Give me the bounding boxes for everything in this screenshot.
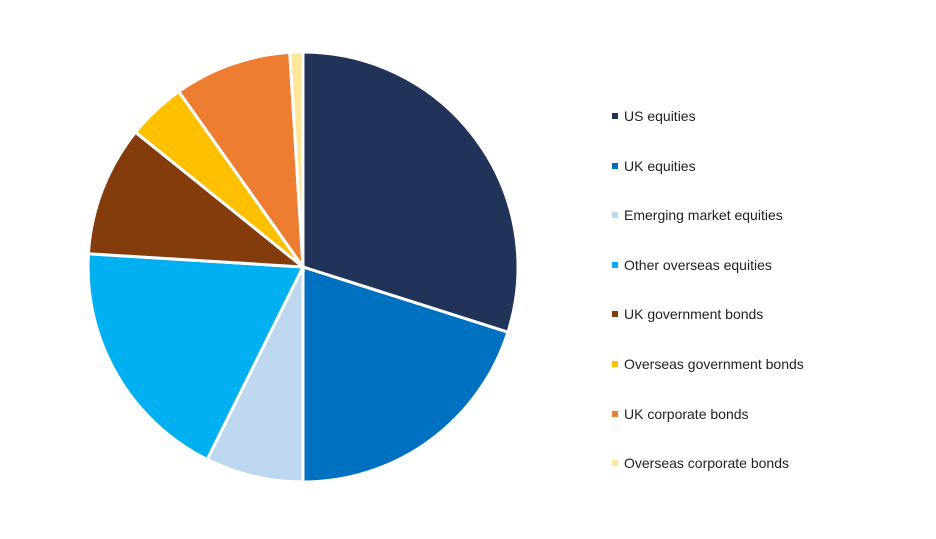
legend-label: Overseas government bonds [624,356,804,372]
legend-item: UK equities [612,156,696,176]
pie-slice-6 [176,50,305,273]
legend-swatch [612,311,618,318]
legend-label: Other overseas equities [624,256,772,273]
legend-item: Overseas corporate bonds [612,453,789,473]
legend-swatch [612,162,618,169]
legend-label: US equities [624,108,696,124]
legend-label: Emerging market equities [624,207,783,224]
legend-label: UK equities [624,157,696,174]
pie-slice-0 [301,50,520,335]
legend-swatch [612,361,618,367]
legend-label: UK corporate bonds [624,405,749,422]
legend-item: UK corporate bonds [612,404,749,424]
legend-item: Other overseas equities [612,255,772,275]
pie-slice-7 [288,50,305,268]
legend-label: Overseas corporate bonds [624,455,789,472]
legend-item: Overseas government bonds [612,354,804,374]
legend-swatch [612,261,618,268]
pie-slice-4 [86,130,308,269]
legend-swatch [612,460,618,467]
legend-item: US equities [612,106,696,126]
pie-slice-1 [301,264,510,484]
legend-item: UK government bonds [612,304,763,324]
legend-label: UK government bonds [624,306,764,323]
pie-slice-3 [86,252,306,462]
legend-item: Emerging market equities [612,205,783,225]
legend-swatch [612,212,618,219]
legend-swatch [612,113,618,119]
legend-swatch [612,410,618,417]
pie-slice-2 [205,266,305,484]
